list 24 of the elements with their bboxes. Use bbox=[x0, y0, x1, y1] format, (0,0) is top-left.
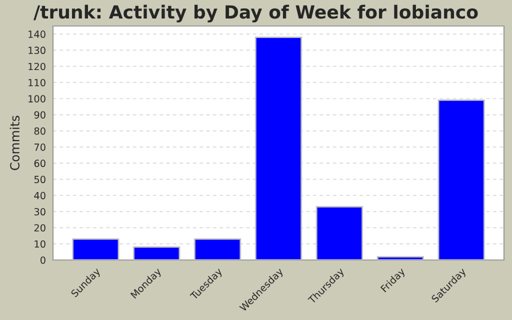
y-tick-label: 40 bbox=[34, 192, 46, 200]
y-tick-label: 10 bbox=[34, 240, 46, 248]
bar bbox=[376, 256, 424, 260]
y-tick-label: 140 bbox=[28, 30, 46, 38]
bar bbox=[72, 238, 120, 260]
y-tick-label: 0 bbox=[40, 256, 46, 264]
y-tick-label: 30 bbox=[34, 208, 46, 216]
y-tick-label: 50 bbox=[34, 176, 46, 184]
bar bbox=[194, 238, 242, 260]
bar bbox=[438, 100, 485, 260]
y-tick-label: 130 bbox=[28, 46, 46, 54]
y-tick-label: 110 bbox=[28, 78, 46, 86]
y-tick-label: 100 bbox=[28, 95, 46, 102]
y-tick-label: 120 bbox=[28, 62, 46, 70]
y-axis-title: Commits bbox=[10, 116, 20, 170]
y-tick-label: 80 bbox=[34, 127, 46, 135]
bar bbox=[254, 36, 302, 260]
y-tick-label: 20 bbox=[34, 224, 46, 232]
bar bbox=[133, 246, 180, 260]
y-tick-label: 90 bbox=[34, 111, 46, 119]
y-tick-label: 60 bbox=[34, 160, 46, 168]
bar bbox=[316, 206, 363, 260]
y-tick-label: 70 bbox=[34, 144, 46, 151]
chart-title: /trunk: Activity by Day of Week for lobianco bbox=[33, 4, 478, 22]
